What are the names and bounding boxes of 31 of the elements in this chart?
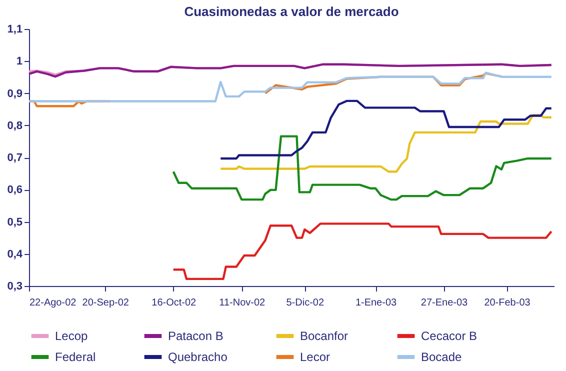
- y-tick-label: 1: [16, 56, 22, 68]
- y-tick-label: 0,7: [7, 152, 22, 164]
- legend-label: Lecor: [300, 350, 330, 364]
- x-tick-label: 5-Dic-02: [286, 298, 324, 308]
- x-tick-label: 16-Oct-02: [152, 298, 197, 308]
- line-series: [220, 100, 552, 160]
- line-series: [28, 72, 552, 102]
- y-tick-label: 0,3: [7, 280, 22, 292]
- y-tick-label: 1,1: [7, 24, 22, 36]
- y-tick-label: 0,5: [7, 216, 22, 228]
- y-tick-label: 0,8: [7, 120, 22, 132]
- y-tick-label: 0,9: [7, 88, 22, 100]
- x-tick-label: 22-Ago-02: [30, 298, 77, 308]
- chart-title: Cuasimonedas a valor de mercado: [184, 4, 399, 19]
- legend-label: Bocade: [421, 350, 462, 364]
- legend-label: Cecacor B: [421, 329, 478, 343]
- line-series: [172, 135, 552, 201]
- x-tick-label: 20-Feb-03: [484, 298, 531, 308]
- x-tick-label: 20-Sep-02: [82, 298, 130, 308]
- legend-label: Lecop: [55, 329, 88, 343]
- legend-label: Patacon B: [168, 329, 224, 343]
- x-tick-label: 1-Ene-03: [355, 298, 398, 308]
- x-tick-label: 27-Ene-03: [420, 298, 468, 308]
- line-series: [220, 114, 552, 173]
- y-tick-label: 0,4: [7, 248, 24, 260]
- legend-label: Quebracho: [168, 350, 228, 364]
- y-tick-label: 0,6: [7, 184, 22, 196]
- line-series: [172, 222, 552, 280]
- legend-label: Bocanfor: [300, 329, 348, 343]
- legend-label: Federal: [55, 350, 96, 364]
- x-tick-label: 11-Nov-02: [219, 298, 266, 308]
